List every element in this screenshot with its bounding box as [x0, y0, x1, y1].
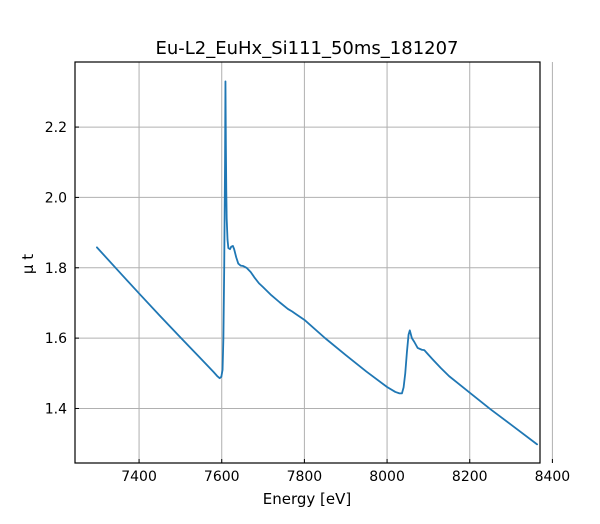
y-tick-label: 1.6 — [45, 331, 67, 347]
y-tick-label: 1.8 — [45, 261, 67, 277]
grid — [75, 62, 553, 463]
y-tick-label: 1.4 — [45, 401, 67, 417]
plot-frame — [74, 61, 541, 464]
series-line — [96, 80, 539, 446]
ticks: 7400 7600 7800 8000 8200 8400 1.4 1.6 1.8 2.0 2.2 — [45, 120, 570, 485]
y-axis-label: μ t — [19, 254, 37, 274]
x-tick-label: 7600 — [204, 469, 240, 485]
x-tick-label: 8400 — [535, 469, 571, 485]
series-layer — [96, 80, 539, 446]
y-tick-label: 2.0 — [45, 190, 67, 206]
x-tick-label: 8200 — [452, 469, 488, 485]
chart-title: Eu-L2_EuHx_Si111_50ms_181207 — [155, 38, 458, 59]
x-tick-label: 7800 — [287, 469, 323, 485]
x-axis-label: Energy [eV] — [263, 490, 351, 508]
y-tick-label: 2.2 — [45, 120, 67, 136]
x-tick-label: 8000 — [369, 469, 405, 485]
x-tick-label: 7400 — [121, 469, 157, 485]
